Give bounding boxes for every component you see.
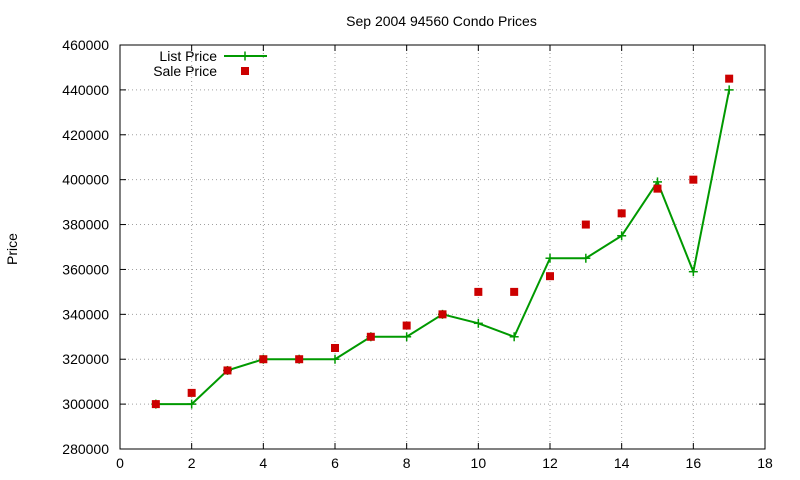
x-tick-label: 2 <box>188 455 196 471</box>
y-tick-label: 420000 <box>62 127 109 143</box>
list-price-point <box>688 267 698 277</box>
sale-price-point <box>223 366 232 375</box>
x-tick-label: 14 <box>614 455 630 471</box>
data-series <box>151 74 734 409</box>
sale-price-point <box>474 287 483 296</box>
sale-price-point <box>510 287 519 296</box>
x-tick-label: 12 <box>542 455 558 471</box>
list-price-point <box>581 253 591 263</box>
x-tick-label: 18 <box>757 455 773 471</box>
axis-ticks: 0 2 4 6 8 10 12 14 16 18 280000 300000 320000 340000 3… <box>62 37 773 471</box>
sale-price-point <box>331 344 339 352</box>
grid-lines <box>120 45 765 449</box>
list-price-point <box>473 318 483 328</box>
sale-price-point <box>689 175 698 184</box>
list-price-point <box>724 85 734 95</box>
sale-price-point <box>402 321 411 330</box>
list-price-point <box>330 354 340 364</box>
y-tick-label: 320000 <box>62 351 109 367</box>
y-tick-label: 460000 <box>62 37 109 53</box>
list-price-point <box>509 332 519 342</box>
y-axis-label: Price <box>4 233 20 265</box>
sale-price-point <box>187 388 196 397</box>
sale-price-point <box>546 272 554 281</box>
legend-label-list-price: List Price <box>159 48 217 64</box>
x-tick-label: 0 <box>116 455 124 471</box>
sale-price-point <box>366 332 375 341</box>
sale-price-point <box>617 209 626 218</box>
legend-marker-list-price <box>240 51 250 61</box>
sale-price-point <box>581 220 590 229</box>
legend-marker-sale-price <box>241 67 249 75</box>
y-tick-label: 340000 <box>62 306 109 322</box>
x-tick-label: 6 <box>331 455 339 471</box>
x-tick-label: 10 <box>471 455 487 471</box>
plot-frame <box>119 44 766 450</box>
y-tick-label: 360000 <box>62 261 109 277</box>
list-price-line <box>155 89 731 406</box>
list-price-point <box>617 231 627 241</box>
sale-price-point <box>151 400 160 409</box>
legend: List Price Sale Price <box>153 48 267 79</box>
sale-price-point <box>259 355 268 364</box>
x-tick-label: 4 <box>259 455 267 471</box>
y-tick-label: 300000 <box>62 396 109 412</box>
y-tick-label: 400000 <box>62 172 109 188</box>
list-price-point <box>402 332 412 342</box>
y-tick-label: 380000 <box>62 217 109 233</box>
list-price-point <box>545 253 555 263</box>
sale-price-point <box>725 74 734 83</box>
list-price-point <box>187 399 197 409</box>
y-tick-label: 440000 <box>62 82 109 98</box>
sale-price-point <box>295 355 304 364</box>
chart-title: Sep 2004 94560 Condo Prices <box>346 13 537 29</box>
sale-price-point <box>653 184 662 193</box>
sale-price-point <box>438 310 447 319</box>
x-tick-label: 16 <box>686 455 702 471</box>
y-tick-label: 280000 <box>62 441 109 457</box>
x-tick-label: 8 <box>403 455 411 471</box>
legend-label-sale-price: Sale Price <box>153 63 217 79</box>
